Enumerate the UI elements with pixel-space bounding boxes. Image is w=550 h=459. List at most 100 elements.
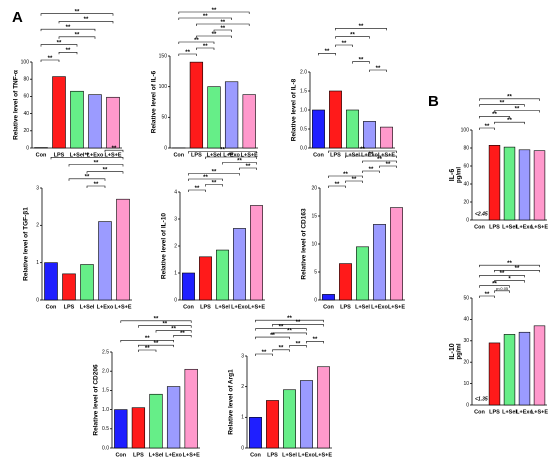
significance-label: **	[154, 317, 159, 323]
x-tick-label: LPS	[64, 304, 75, 310]
x-tick-label: Con	[250, 452, 261, 458]
bar	[329, 90, 342, 149]
bar	[52, 76, 66, 149]
bar	[363, 121, 376, 149]
significance-label: **	[507, 118, 512, 124]
y-tick-label: 80	[23, 77, 29, 83]
bar	[149, 393, 163, 449]
significance-label: **	[48, 56, 53, 62]
y-axis-unit: pg/ml	[457, 343, 463, 359]
y-tick-label: 10	[311, 241, 317, 247]
y-tick-label: 60	[463, 163, 469, 169]
significance-label: **	[296, 341, 301, 347]
x-tick-label: L+Sel	[502, 409, 517, 415]
significance-label: **	[279, 324, 284, 330]
significance-label: **	[112, 146, 117, 152]
x-tick-label: LPS	[330, 152, 341, 158]
bar	[98, 221, 112, 301]
y-tick-label: 3	[174, 216, 177, 222]
y-tick-label: 0	[466, 217, 469, 223]
bar	[116, 198, 130, 301]
significance-bracket	[40, 13, 114, 16]
y-tick-label: 0	[26, 145, 29, 151]
significance-label: **	[369, 152, 374, 158]
y-tick-label: 1	[241, 415, 244, 421]
bar	[518, 331, 531, 406]
bar	[250, 205, 263, 301]
y-tick-label: 20	[23, 128, 29, 134]
bar	[62, 273, 76, 301]
significance-label: **	[220, 26, 225, 32]
x-tick-label: LPS	[54, 152, 65, 158]
bar	[80, 264, 94, 301]
significance-label: **	[360, 147, 365, 153]
x-tick-label: L+Exo	[87, 152, 104, 158]
bar	[503, 146, 516, 221]
significance-label: **	[145, 346, 150, 352]
significance-label: **	[203, 175, 208, 181]
significance-bracket	[352, 61, 370, 64]
significance-label: **	[369, 167, 374, 173]
significance-label: **	[352, 177, 357, 183]
significance-label: **	[75, 33, 80, 39]
significance-bracket	[479, 295, 495, 298]
y-tick-label: 1.0	[300, 107, 307, 113]
x-tick-label: LPS	[489, 409, 500, 415]
x-tick-label: Con	[313, 152, 324, 158]
y-axis-label: Relative level of CD206	[93, 364, 100, 436]
bar	[199, 256, 212, 301]
significance-label: **	[270, 333, 275, 339]
significance-bracket	[345, 180, 363, 183]
bar	[88, 94, 102, 149]
bar	[166, 386, 181, 449]
bar	[216, 249, 229, 301]
y-tick-label: 3	[36, 185, 39, 191]
panel-letter: A	[12, 9, 23, 26]
significance-label: **	[212, 180, 217, 186]
significance-label: **	[85, 175, 90, 181]
x-tick-label: L+Exo	[516, 224, 533, 230]
significance-bracket	[138, 344, 174, 348]
y-axis-label: Relative level of IL-6	[151, 70, 158, 133]
bar	[131, 407, 146, 449]
x-tick-label: LPS	[340, 304, 351, 310]
y-tick-label: 0.0	[300, 145, 307, 151]
significance-label: **	[171, 326, 176, 332]
significance-bracket	[58, 21, 114, 24]
bar	[356, 246, 369, 301]
x-tick-label: L+Sel	[345, 152, 360, 158]
y-tick-label: 20	[463, 199, 469, 205]
x-tick-label: L+Sel	[215, 304, 230, 310]
significance-label: **	[154, 341, 159, 347]
significance-bracket	[272, 324, 324, 327]
y-tick-label: 3	[241, 353, 244, 359]
significance-label: **	[313, 337, 318, 343]
significance-bracket	[196, 35, 232, 38]
significance-bracket	[328, 175, 363, 178]
y-tick-label: 60	[23, 94, 29, 100]
significance-label: **	[94, 160, 99, 166]
significance-bracket	[239, 167, 257, 170]
significance-bracket	[369, 69, 387, 72]
significance-label: **	[515, 106, 520, 112]
significance-bracket	[40, 44, 78, 47]
significance-label: **	[162, 321, 167, 327]
significance-label: **	[500, 271, 505, 277]
significance-bracket	[58, 36, 96, 39]
x-tick-label: L+S+E	[248, 304, 265, 310]
significance-bracket	[205, 184, 223, 187]
bar	[339, 263, 352, 301]
significance-bracket	[120, 339, 174, 343]
significance-bracket	[494, 290, 510, 293]
significance-bracket	[188, 173, 240, 176]
significance-label: **	[229, 153, 234, 159]
x-tick-label: L+Exo	[165, 452, 182, 458]
significance-bracket	[155, 330, 192, 333]
significance-bracket	[213, 29, 232, 32]
bar	[317, 366, 330, 449]
x-tick-label: Con	[173, 152, 184, 158]
y-tick-label: 10	[463, 381, 469, 387]
bar	[312, 109, 325, 149]
significance-bracket	[335, 44, 353, 47]
